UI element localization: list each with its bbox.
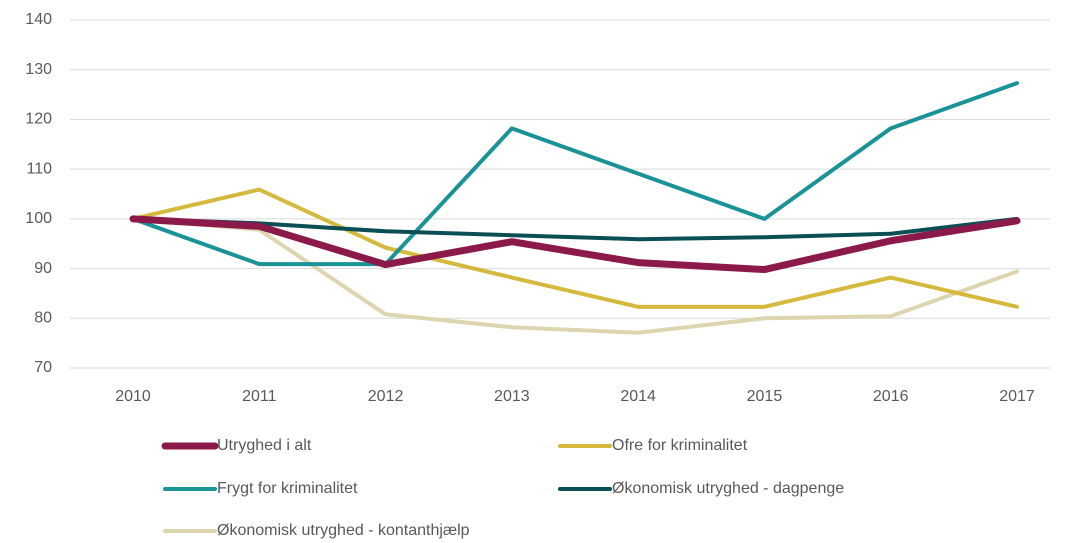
y-tick-label: 80	[34, 310, 52, 327]
legend-label: Økonomisk utryghed - dagpenge	[612, 480, 844, 497]
legend-label: Økonomisk utryghed - kontanthjælp	[217, 522, 470, 539]
x-tick-label: 2010	[115, 388, 151, 405]
series-line	[131, 187, 1019, 309]
y-tick-label: 140	[25, 11, 52, 28]
series-line	[131, 216, 1019, 335]
series-line	[131, 81, 1019, 267]
x-tick-label: 2013	[494, 388, 530, 405]
y-tick-label: 130	[25, 61, 52, 78]
y-tick-label: 70	[34, 359, 52, 376]
x-tick-label: 2017	[999, 388, 1035, 405]
y-tick-label: 120	[25, 111, 52, 128]
y-tick-label: 110	[26, 160, 52, 177]
legend-label: Utryghed i alt	[217, 437, 312, 454]
y-tick-label: 90	[34, 260, 52, 277]
x-tick-label: 2014	[620, 388, 656, 405]
series-line	[129, 215, 1021, 274]
x-tick-label: 2012	[368, 388, 404, 405]
legend-label: Frygt for kriminalitet	[217, 480, 358, 497]
series-line	[131, 216, 1019, 242]
legend-label: Ofre for kriminalitet	[612, 437, 748, 454]
x-tick-label: 2016	[873, 388, 909, 405]
x-tick-label: 2011	[242, 388, 277, 405]
y-tick-label: 100	[25, 210, 52, 227]
x-tick-label: 2015	[747, 388, 783, 405]
